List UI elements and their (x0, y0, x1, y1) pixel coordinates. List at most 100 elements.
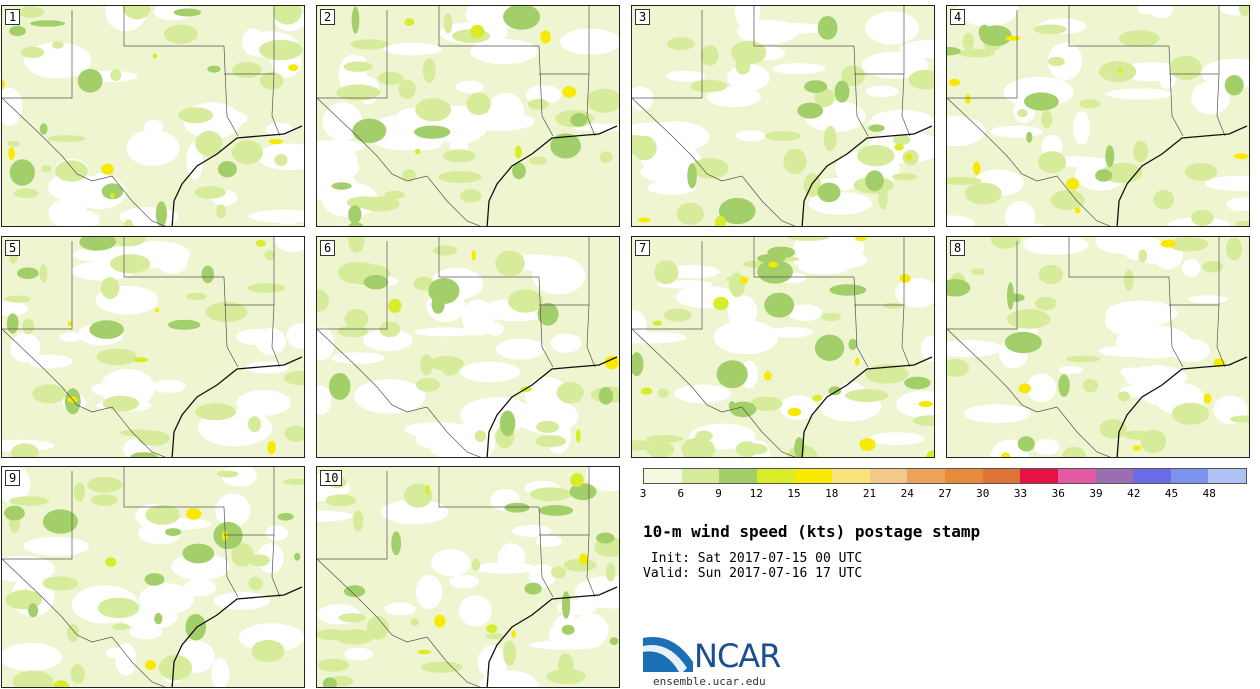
wind-patch (1153, 190, 1175, 210)
wind-patch (133, 357, 149, 363)
wind-patch (857, 144, 895, 167)
colorbar-segment (644, 469, 682, 483)
calm-area (1047, 42, 1083, 81)
wind-patch (422, 58, 436, 83)
coastline (171, 356, 303, 457)
calm-area (899, 39, 934, 59)
calm-area (1124, 365, 1188, 389)
calm-area (736, 130, 766, 142)
state-border (2, 97, 166, 226)
calm-area (586, 467, 619, 492)
wind-patch (783, 148, 807, 175)
wind-speed-map (2, 6, 304, 226)
wind-patch (1038, 265, 1064, 285)
calm-area (529, 564, 556, 588)
colorbar-segment (794, 469, 833, 483)
wind-speed-map (947, 6, 1249, 226)
calm-area (91, 381, 152, 398)
colorbar-segment (1170, 469, 1209, 483)
colorbar-tick-label: 3 (639, 487, 647, 500)
coastline (801, 356, 933, 457)
member-number: 6 (320, 240, 336, 256)
wind-patch (1184, 163, 1218, 181)
wind-patch (470, 24, 485, 39)
wind-patch (317, 289, 329, 312)
wind-patch (570, 473, 584, 488)
calm-area (380, 499, 449, 525)
calm-area (2, 87, 23, 126)
calm-area (48, 173, 100, 202)
calm-area (455, 80, 484, 93)
calm-area (895, 278, 934, 308)
colorbar-segment (1020, 469, 1058, 483)
wind-patch (232, 61, 262, 79)
wind-patch (414, 148, 421, 155)
state-border (1068, 6, 1169, 47)
state-border (1168, 276, 1184, 368)
colorbar-tick-label: 24 (900, 487, 914, 500)
calm-area (383, 42, 442, 56)
wind-patch (154, 612, 163, 625)
member-number: 2 (320, 9, 336, 25)
wind-patch (284, 425, 304, 442)
calm-area (462, 112, 535, 131)
calm-area (920, 336, 934, 362)
wind-patch (6, 313, 19, 334)
wind-patch (255, 240, 266, 247)
wind-patch (713, 296, 729, 310)
calm-area (896, 390, 934, 419)
wind-patch (1058, 374, 1070, 397)
wind-patch (155, 201, 167, 226)
wind-patch (232, 140, 263, 165)
wind-patch (904, 376, 931, 390)
calm-area (947, 116, 986, 147)
wind-patch (1037, 151, 1067, 174)
calm-area (215, 493, 251, 528)
colorbar-segment (907, 469, 945, 483)
state-border (317, 97, 481, 226)
wind-patch (947, 46, 961, 56)
wind-patch (145, 660, 157, 670)
calm-area (808, 192, 873, 215)
wind-patch (687, 163, 697, 189)
calm-area (27, 354, 73, 369)
wind-patch (178, 107, 214, 124)
wind-patch (894, 143, 904, 151)
wind-patch (425, 484, 430, 496)
wind-patch (89, 320, 124, 339)
wind-patch (348, 222, 364, 226)
wind-patch (530, 487, 572, 502)
wind-patch (609, 637, 619, 645)
calm-area (574, 575, 619, 609)
wind-patch (729, 401, 757, 418)
wind-patch (414, 125, 451, 139)
wind-patch (640, 387, 653, 395)
wind-patch (536, 420, 560, 433)
state-border (586, 304, 596, 368)
wind-speed-map (317, 6, 619, 226)
colorbar-segment (756, 469, 795, 483)
wind-patch (965, 94, 971, 104)
wind-patch (845, 389, 889, 402)
wind-patch (67, 624, 80, 642)
wind-patch (39, 264, 48, 283)
calm-area (706, 86, 761, 108)
calm-area (550, 333, 582, 353)
calm-area (1191, 81, 1231, 115)
calm-area (529, 640, 601, 650)
wind-patch (1203, 393, 1212, 404)
wind-patch (563, 558, 597, 572)
wind-patch (1226, 237, 1243, 261)
wind-patch (578, 553, 589, 565)
wind-patch (495, 250, 525, 277)
wind-patch (420, 661, 463, 673)
wind-patch (359, 196, 400, 212)
wind-patch (429, 355, 464, 371)
wind-patch (947, 279, 971, 297)
calm-area (632, 122, 695, 141)
wind-patch (740, 276, 749, 284)
wind-patch (676, 202, 704, 225)
state-border (753, 237, 854, 278)
wind-patch (970, 268, 985, 275)
wind-patch (9, 496, 50, 506)
